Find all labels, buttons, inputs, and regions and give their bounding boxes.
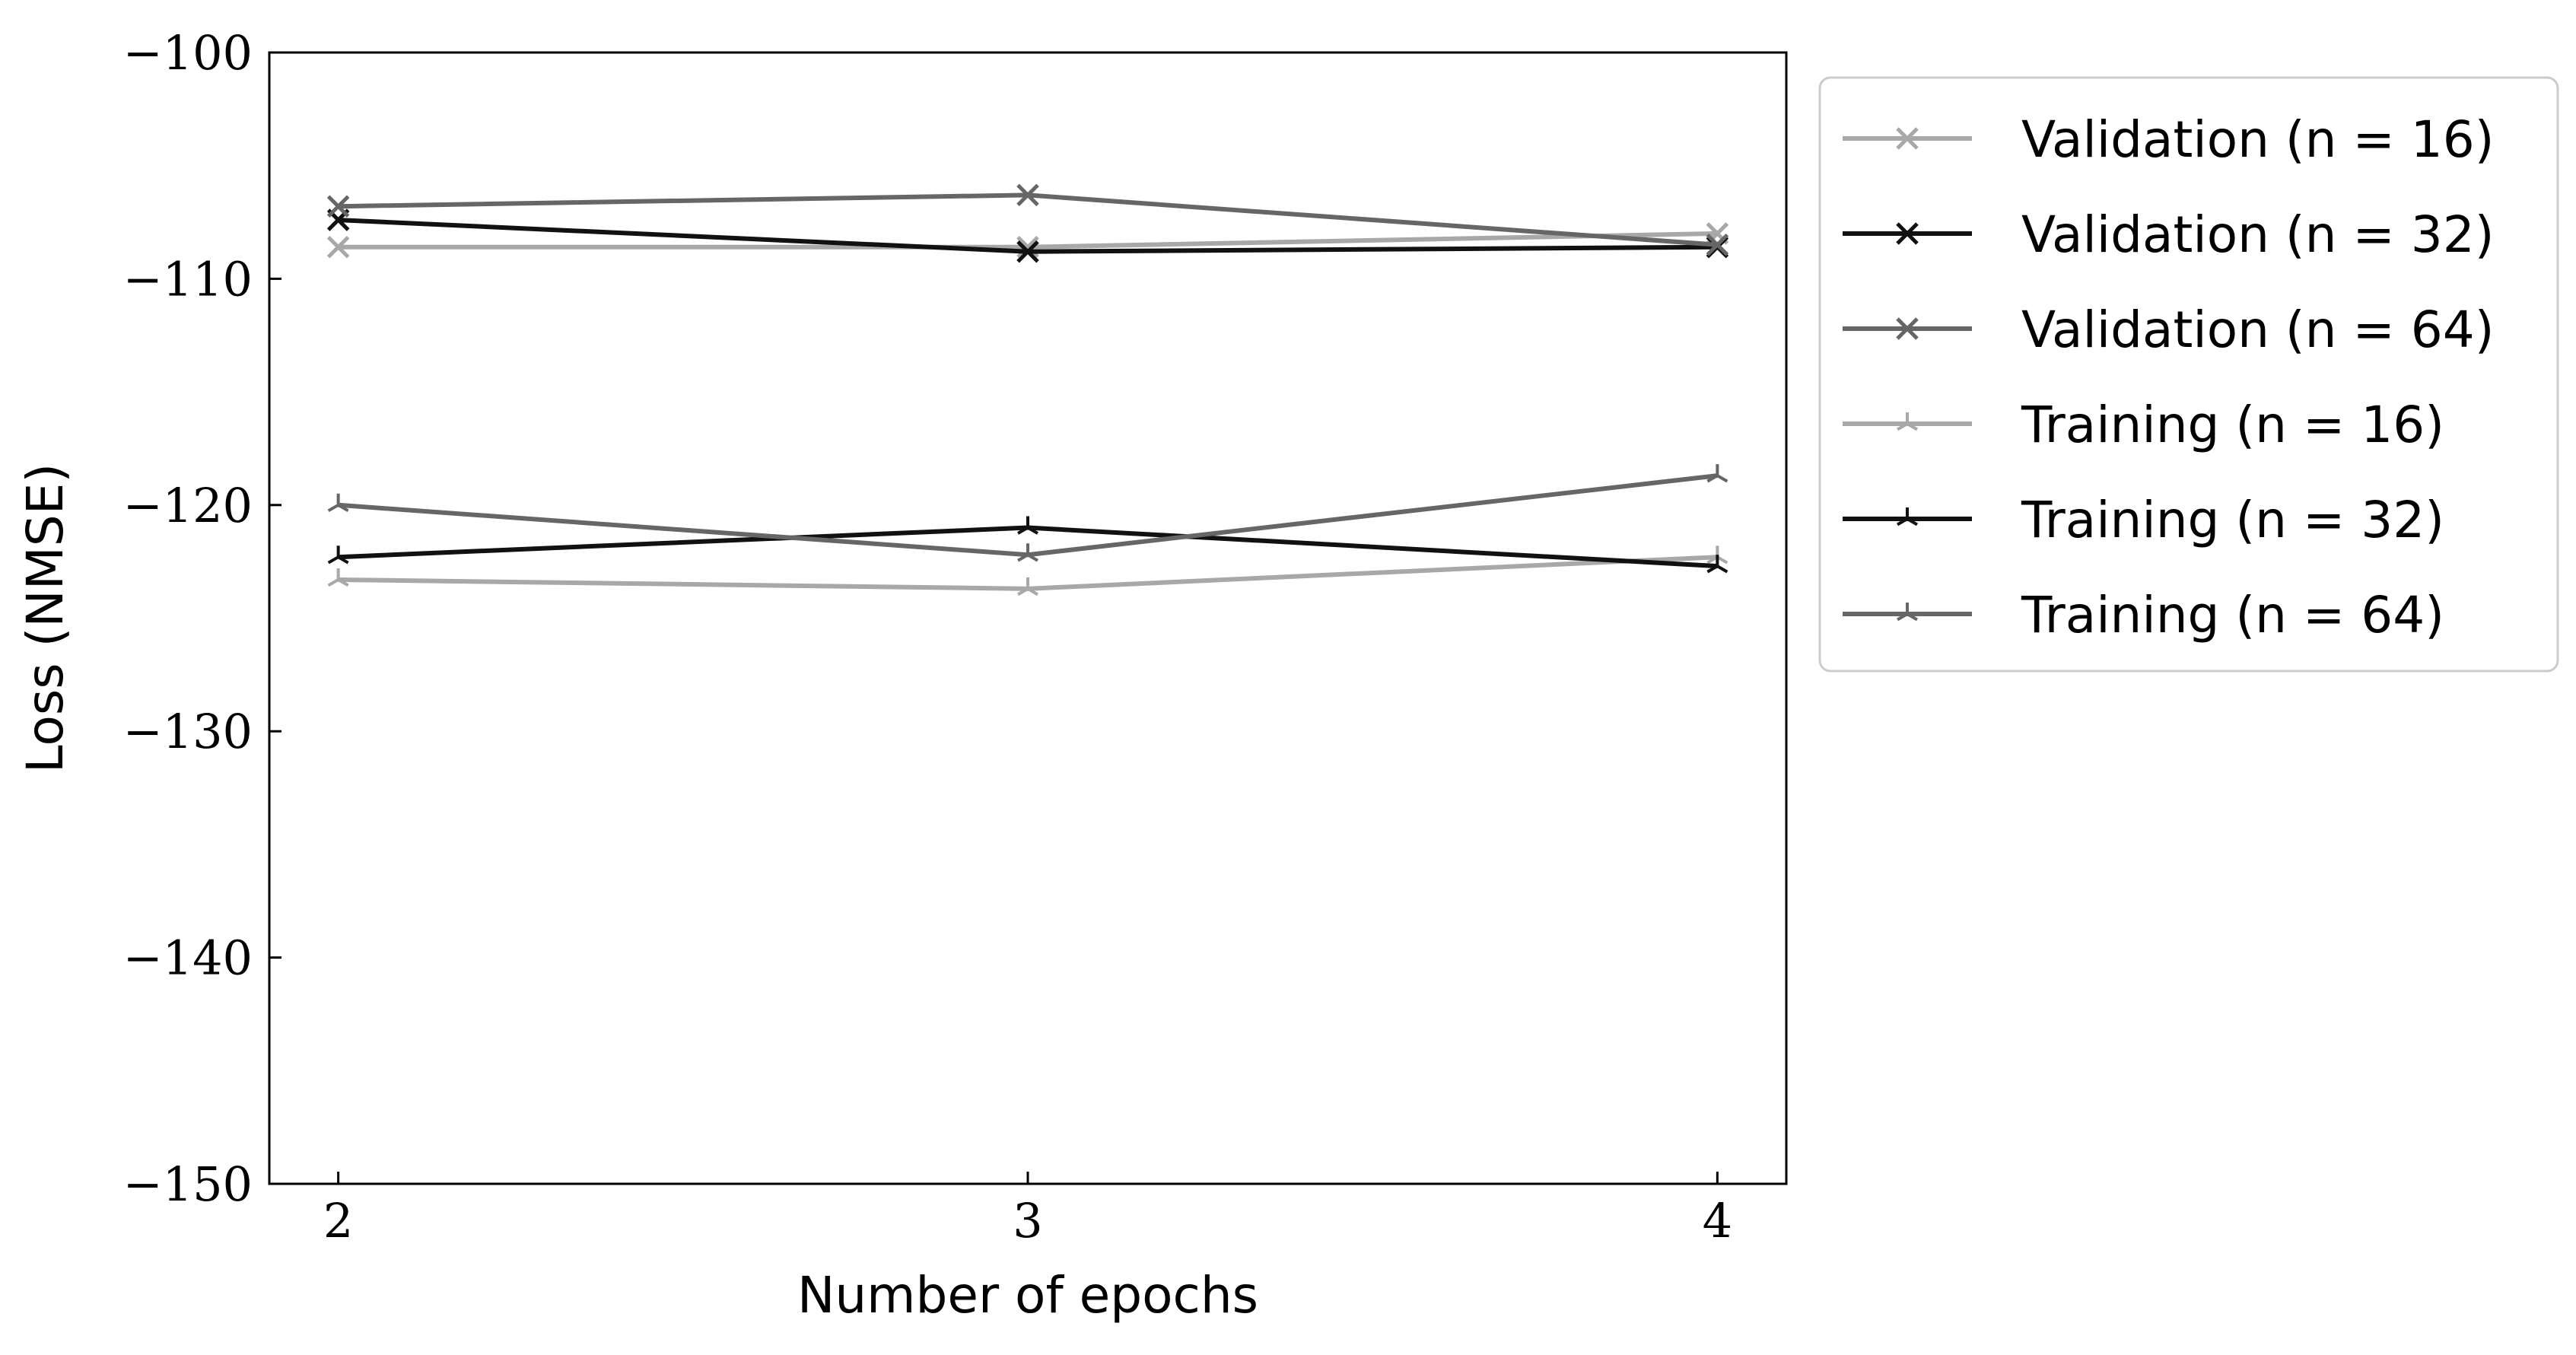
legend-label: Validation (n = 64) <box>2021 301 2494 359</box>
data-point-marker <box>326 195 350 218</box>
y-tick-label: −110 <box>123 251 253 307</box>
y-axis: −100 −110 −120 −130 −140 −150 <box>123 25 281 1212</box>
x-tick-label: 3 <box>1013 1193 1042 1248</box>
series-2 <box>326 183 1729 256</box>
data-point-marker <box>1706 555 1728 574</box>
legend-item: Training (n = 64) <box>1843 586 2444 644</box>
series-4 <box>327 516 1728 574</box>
data-point-marker <box>1706 464 1728 483</box>
legend-item: Training (n = 16) <box>1843 396 2444 454</box>
legend-label: Training (n = 16) <box>2021 396 2444 454</box>
y-tick-label: −100 <box>123 25 253 81</box>
y-tick-label: −130 <box>123 704 253 759</box>
data-point-marker <box>327 545 349 565</box>
data-point-marker <box>327 568 349 587</box>
x-tick-label: 4 <box>1703 1193 1732 1248</box>
legend-marker <box>1897 603 1918 622</box>
series-5 <box>327 464 1728 562</box>
legend-item: Validation (n = 16) <box>1843 110 2494 169</box>
legend-marker <box>1896 222 1919 245</box>
data-point-marker <box>1016 183 1039 207</box>
x-axis: 2 3 4 <box>323 1172 1732 1248</box>
legend-item: Validation (n = 32) <box>1843 205 2494 264</box>
legend: Validation (n = 16) Validation (n = 32) Va… <box>1818 76 2559 673</box>
series-layer <box>326 183 1729 596</box>
y-tick-label: −140 <box>123 930 253 986</box>
data-point-marker <box>326 235 350 259</box>
legend-marker <box>1896 317 1919 340</box>
data-point-marker <box>327 493 349 513</box>
series-line <box>338 473 1718 558</box>
legend-marker <box>1896 127 1919 150</box>
legend-item: Training (n = 32) <box>1843 491 2444 549</box>
data-point-marker <box>1016 240 1039 263</box>
series-3 <box>327 545 1728 596</box>
legend-label: Validation (n = 32) <box>2021 205 2494 264</box>
data-point-marker <box>1706 234 1729 256</box>
y-tick-label: −150 <box>123 1156 253 1212</box>
legend-label: Training (n = 32) <box>2021 491 2444 549</box>
y-tick-label: −120 <box>123 478 253 533</box>
legend-marker <box>1897 507 1918 526</box>
x-axis-title: Number of epochs <box>797 1266 1258 1325</box>
data-point-marker <box>1017 543 1038 562</box>
x-tick-label: 2 <box>323 1193 353 1248</box>
legend-label: Validation (n = 16) <box>2021 110 2494 169</box>
data-point-marker <box>1017 516 1038 535</box>
legend-item: Validation (n = 64) <box>1843 301 2494 359</box>
plot-frame <box>268 51 1788 1185</box>
legend-label: Training (n = 64) <box>2021 586 2444 644</box>
legend-marker <box>1897 412 1918 431</box>
data-point-marker <box>1017 577 1038 596</box>
y-axis-title: Loss (NMSE) <box>16 463 75 773</box>
legend-box <box>1818 76 2559 673</box>
